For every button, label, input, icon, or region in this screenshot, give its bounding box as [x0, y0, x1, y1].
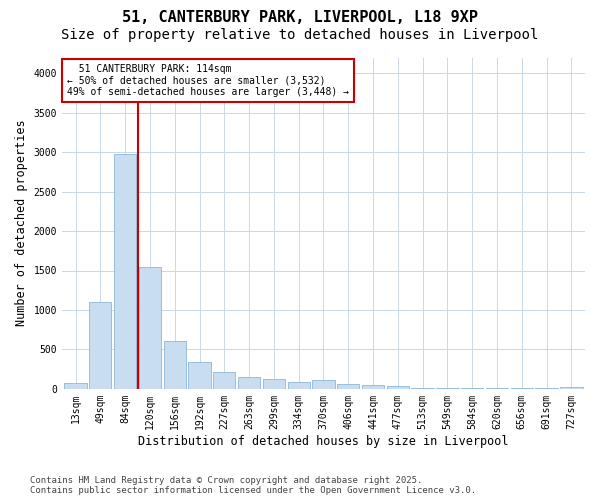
Text: 51, CANTERBURY PARK, LIVERPOOL, L18 9XP: 51, CANTERBURY PARK, LIVERPOOL, L18 9XP — [122, 10, 478, 25]
Text: Contains HM Land Registry data © Crown copyright and database right 2025.
Contai: Contains HM Land Registry data © Crown c… — [30, 476, 476, 495]
Bar — [362, 386, 384, 389]
Bar — [114, 154, 136, 389]
Bar — [238, 377, 260, 389]
Bar — [313, 380, 335, 389]
Bar — [139, 268, 161, 389]
Bar — [386, 386, 409, 389]
Bar — [213, 372, 235, 389]
Bar — [188, 362, 211, 389]
Bar — [64, 383, 87, 389]
Bar — [337, 384, 359, 389]
Text: 51 CANTERBURY PARK: 114sqm
← 50% of detached houses are smaller (3,532)
49% of s: 51 CANTERBURY PARK: 114sqm ← 50% of deta… — [67, 64, 349, 98]
Bar — [263, 380, 285, 389]
Y-axis label: Number of detached properties: Number of detached properties — [15, 120, 28, 326]
Bar — [164, 340, 186, 389]
X-axis label: Distribution of detached houses by size in Liverpool: Distribution of detached houses by size … — [138, 434, 509, 448]
Bar — [89, 302, 112, 389]
Bar — [287, 382, 310, 389]
Text: Size of property relative to detached houses in Liverpool: Size of property relative to detached ho… — [61, 28, 539, 42]
Bar — [560, 388, 583, 389]
